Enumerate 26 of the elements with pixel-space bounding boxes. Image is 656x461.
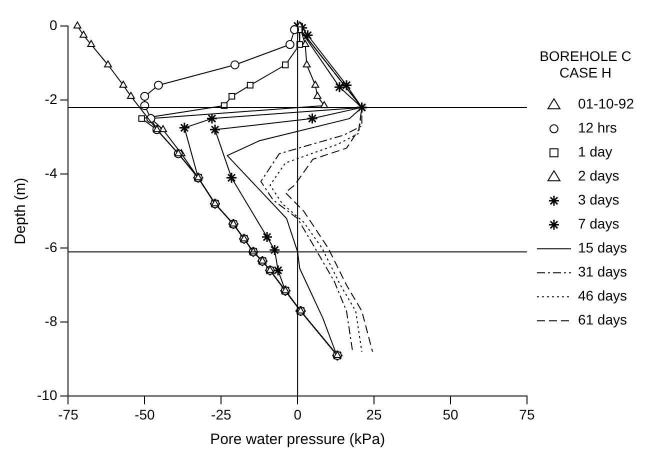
x-tick-label: 75 bbox=[519, 406, 535, 422]
legend-label: 15 days bbox=[578, 240, 628, 256]
x-tick-label: -75 bbox=[58, 406, 79, 422]
y-axis-title: Depth (m) bbox=[12, 178, 30, 244]
y-tick-label: -4 bbox=[44, 164, 58, 181]
x-tick-label: 50 bbox=[442, 406, 458, 422]
legend-label: 12 hrs bbox=[578, 120, 617, 136]
legend-title: BOREHOLE C CASE H bbox=[540, 48, 632, 81]
legend-label: 2 days bbox=[578, 168, 620, 184]
y-tick-label: -2 bbox=[44, 90, 58, 107]
legend-label: 7 days bbox=[578, 216, 620, 232]
legend-label: 3 days bbox=[578, 192, 620, 208]
legend-label: 61 days bbox=[578, 312, 628, 328]
x-tick-label: -50 bbox=[134, 406, 156, 422]
y-tick-label: 0 bbox=[49, 16, 58, 33]
legend-label: 01-10-92 bbox=[578, 96, 634, 112]
legend-label: 46 days bbox=[578, 288, 628, 304]
y-tick-label: -10 bbox=[37, 387, 58, 404]
x-axis-title: Pore water pressure (kPa) bbox=[210, 431, 386, 448]
x-tick-label: 0 bbox=[294, 406, 302, 422]
legend-label: 31 days bbox=[578, 264, 628, 280]
x-tick-label: -25 bbox=[211, 406, 232, 422]
y-tick-label: -6 bbox=[44, 238, 58, 255]
y-tick-label: -8 bbox=[44, 313, 58, 330]
x-tick-label: 25 bbox=[366, 406, 382, 422]
legend-label: 1 day bbox=[578, 144, 612, 160]
